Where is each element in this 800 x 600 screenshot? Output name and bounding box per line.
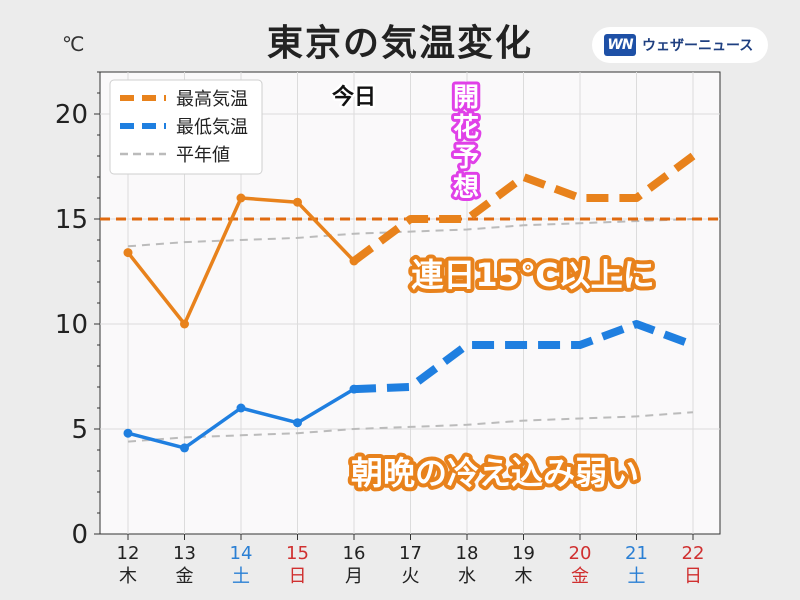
x-tick-weekday: 木 [515,566,533,587]
series-high-point [123,248,133,258]
y-tick-label: 0 [71,520,88,550]
series-low-point [293,418,302,428]
page-title: 東京の気温変化 [266,23,533,64]
brand-badge: WN ウェザーニュース [592,27,768,63]
legend-box [109,79,263,175]
x-tick-day: 15 [286,543,309,564]
today-label: 今日 [332,84,376,110]
brand-name: ウェザーニュース [642,38,754,54]
normal-line-high [127,218,694,248]
x-tick-weekday: 日 [684,566,702,587]
x-tick-day: 17 [399,543,422,564]
low-temp-message: 朝晩の冷え込み弱い [351,454,639,492]
series-low-point [236,403,246,413]
x-tick-day: 16 [343,543,366,564]
x-tick-day: 14 [230,543,253,564]
x-tick-day: 22 [682,543,705,564]
y-axis-unit: ℃ [62,32,85,56]
series-high-point [293,197,302,207]
legend-label: 最低気温 [176,117,248,138]
x-tick-weekday: 火 [402,566,420,587]
bloom-forecast-label: 開花予想 [453,83,479,203]
legend-label: 最高気温 [176,89,248,110]
x-tick-day: 13 [173,543,196,564]
x-tick-day: 18 [456,543,479,564]
x-tick-weekday: 木 [119,566,137,587]
y-tick-label: 10 [55,310,88,340]
x-tick-day: 21 [625,543,648,564]
series-high-point [180,319,189,329]
x-tick-day: 20 [569,543,592,564]
x-tick-weekday: 土 [232,566,250,587]
series-low-forecast-line [353,320,695,394]
x-tick-weekday: 金 [176,566,194,587]
x-tick-day: 12 [117,543,140,564]
x-tick-weekday: 金 [571,566,589,587]
series-high-forecast-line [351,152,696,265]
y-tick-label: 20 [55,100,88,130]
x-tick-weekday: 月 [345,566,363,587]
x-tick-day: 19 [512,543,535,564]
x-tick-weekday: 日 [289,566,307,587]
series-low-point [123,428,133,438]
weathernews-logo-icon: WN [604,34,636,56]
series-high-point [236,193,246,203]
y-tick-label: 5 [71,415,88,445]
x-tick-weekday: 土 [628,566,646,587]
high-temp-message: 連日15℃以上に [411,256,654,294]
x-tick-weekday: 水 [458,566,476,587]
legend-label: 平年値 [176,145,230,166]
series-low-point [349,384,359,394]
series-high-point [349,256,359,266]
y-tick-label: 15 [55,205,88,235]
normal-line-low [127,411,694,443]
series-low-point [180,443,189,453]
